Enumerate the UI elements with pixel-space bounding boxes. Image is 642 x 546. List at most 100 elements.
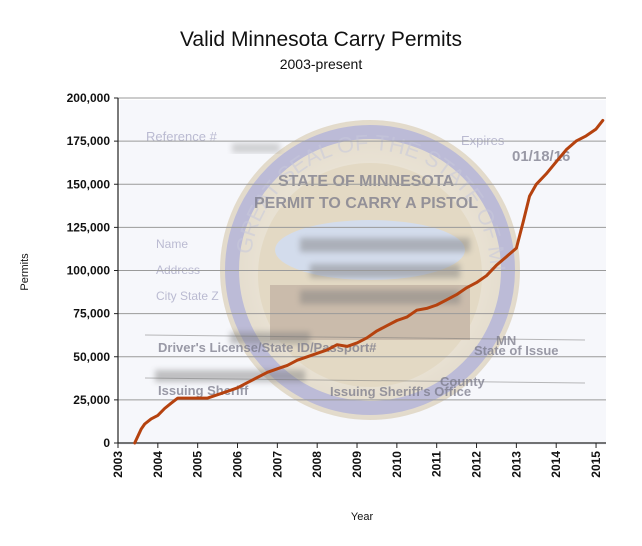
reference-redaction bbox=[232, 143, 280, 153]
x-tick-label: 2008 bbox=[310, 451, 324, 478]
x-tick-label: 2015 bbox=[589, 451, 603, 478]
y-tick-label: 0 bbox=[103, 436, 110, 450]
x-tick-label: 2004 bbox=[151, 451, 165, 478]
state-of-issue-label: State of Issue bbox=[474, 343, 559, 358]
x-tick-label: 2011 bbox=[430, 451, 444, 477]
x-tick-label: 2010 bbox=[390, 451, 404, 478]
data-point bbox=[207, 397, 209, 399]
data-point bbox=[522, 221, 524, 223]
data-point bbox=[515, 247, 518, 249]
data-point bbox=[187, 397, 189, 399]
data-point bbox=[157, 414, 159, 416]
data-point bbox=[326, 349, 328, 351]
data-point bbox=[505, 256, 507, 258]
x-axis-ticks: 2003 2004 2005 2006 2007 2008 2009 2010 2011 2012… bbox=[111, 443, 603, 478]
data-point bbox=[137, 435, 139, 437]
y-tick-label: 175,000 bbox=[67, 134, 111, 148]
x-tick-label: 2014 bbox=[549, 451, 563, 478]
license-label: Driver's License/State ID/Passport# bbox=[158, 340, 377, 355]
data-point bbox=[197, 397, 199, 399]
y-tick-label: 100,000 bbox=[67, 264, 111, 278]
data-point bbox=[602, 119, 604, 121]
y-axis-ticks: 0 25,000 50,000 75,000 100,000 125,000 150,000… bbox=[67, 91, 118, 450]
data-point bbox=[376, 330, 378, 332]
grid-lines bbox=[118, 97, 606, 401]
license-redaction bbox=[230, 332, 310, 344]
data-point bbox=[266, 371, 268, 373]
data-point bbox=[366, 337, 368, 339]
data-point bbox=[150, 418, 152, 420]
x-tick-label: 2005 bbox=[191, 451, 205, 478]
series-layer bbox=[133, 118, 605, 445]
state-heading: STATE OF MINNESOTA bbox=[278, 173, 454, 190]
data-point bbox=[545, 173, 547, 175]
data-point bbox=[475, 282, 478, 284]
data-point bbox=[485, 275, 488, 277]
data-point bbox=[276, 368, 278, 370]
data-point bbox=[256, 376, 258, 378]
data-point bbox=[236, 387, 239, 389]
data-point bbox=[575, 140, 577, 142]
data-point bbox=[316, 352, 318, 354]
data-point bbox=[144, 423, 146, 425]
data-point bbox=[336, 344, 338, 346]
y-axis-title: Permits bbox=[19, 253, 31, 291]
x-tick-label: 2003 bbox=[111, 451, 125, 478]
permit-heading: PERMIT TO CARRY A PISTOL bbox=[254, 195, 478, 212]
reference-label: Reference # bbox=[146, 129, 218, 144]
y-tick-label: 75,000 bbox=[73, 307, 110, 321]
name-label: Name bbox=[156, 237, 188, 251]
data-point bbox=[436, 304, 438, 306]
y-tick-label: 200,000 bbox=[67, 91, 111, 105]
y-tick-label: 125,000 bbox=[67, 220, 111, 234]
x-tick-label: 2006 bbox=[231, 451, 245, 478]
expires-label: Expires bbox=[461, 133, 505, 148]
data-point bbox=[466, 287, 468, 289]
sheriff-rule bbox=[144, 377, 586, 384]
data-point bbox=[406, 316, 408, 318]
x-tick-label: 2013 bbox=[509, 451, 523, 478]
data-point bbox=[286, 364, 288, 366]
data-point bbox=[456, 294, 458, 296]
data-point bbox=[164, 407, 166, 410]
x-tick-label: 2007 bbox=[270, 451, 284, 478]
data-point bbox=[296, 359, 298, 361]
data-point bbox=[495, 264, 497, 266]
county-value: County bbox=[440, 374, 486, 389]
data-point bbox=[140, 428, 142, 430]
data-point bbox=[585, 135, 587, 137]
data-point bbox=[306, 356, 308, 358]
data-point bbox=[555, 161, 557, 163]
data-point bbox=[134, 442, 136, 444]
y-tick-label: 150,000 bbox=[67, 177, 111, 191]
data-point bbox=[446, 299, 448, 301]
data-point bbox=[595, 128, 597, 130]
data-point bbox=[170, 402, 172, 404]
personal-info-redactions bbox=[155, 238, 470, 382]
data-point bbox=[535, 183, 537, 185]
sheriff-redaction bbox=[155, 370, 305, 382]
data-point bbox=[217, 394, 219, 396]
state-value: MN bbox=[496, 333, 516, 348]
y-tick-label: 25,000 bbox=[73, 393, 110, 407]
x-tick-label: 2012 bbox=[470, 451, 484, 478]
data-point bbox=[346, 345, 348, 347]
x-tick-label: 2009 bbox=[350, 451, 364, 478]
data-point bbox=[386, 325, 388, 327]
data-point bbox=[177, 397, 179, 399]
data-point bbox=[227, 390, 229, 392]
issuing-office-label: Issuing Sheriff's Office bbox=[330, 384, 471, 399]
data-point bbox=[396, 319, 398, 322]
chart-subtitle: 2003-present bbox=[279, 56, 363, 72]
data-point bbox=[356, 342, 358, 344]
chart-title: Valid Minnesota Carry Permits bbox=[179, 28, 463, 51]
data-point bbox=[416, 309, 418, 311]
data-point bbox=[528, 195, 531, 197]
city-redaction bbox=[300, 290, 460, 304]
x-axis-title: Year bbox=[351, 511, 374, 523]
data-point bbox=[426, 307, 428, 309]
data-point bbox=[565, 149, 567, 151]
name-redaction bbox=[300, 238, 470, 252]
data-point bbox=[246, 382, 249, 384]
